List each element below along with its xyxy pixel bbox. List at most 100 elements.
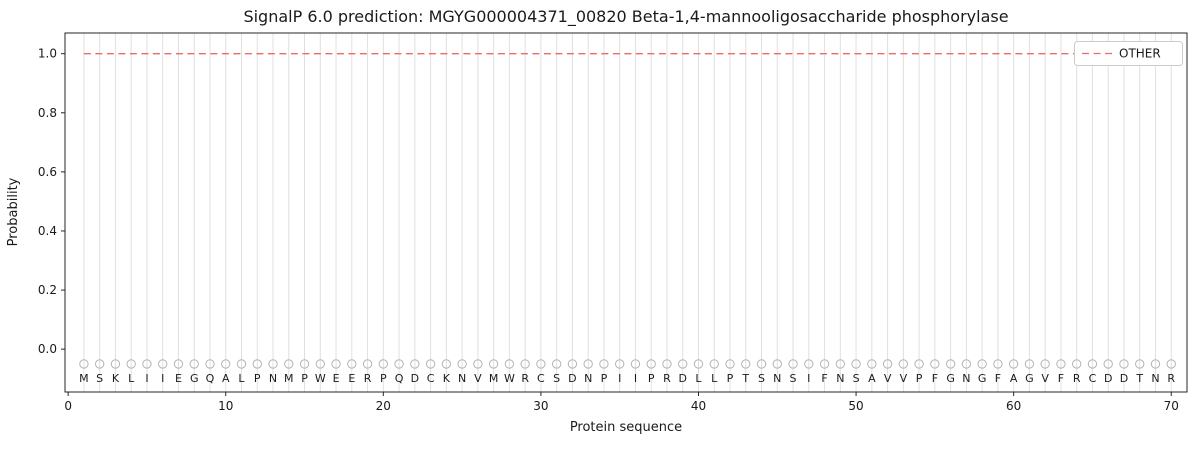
residue-letter: Q: [395, 372, 404, 385]
residue-letter: T: [741, 372, 749, 385]
residue-letter: N: [836, 372, 844, 385]
residue-letter: F: [995, 372, 1001, 385]
residue-marker: [725, 359, 735, 369]
residue-letter: P: [301, 372, 308, 385]
residue-marker: [930, 359, 940, 369]
residue-marker: [284, 359, 294, 369]
residue-letter: I: [634, 372, 637, 385]
residue-letter: D: [1120, 372, 1128, 385]
residue-letter: D: [1104, 372, 1112, 385]
legend-label: OTHER: [1119, 47, 1161, 61]
residue-letter: N: [962, 372, 970, 385]
residue-letter: Q: [206, 372, 215, 385]
y-axis-label: Probability: [6, 177, 21, 246]
y-tick-label: 0.6: [38, 165, 57, 179]
residue-letter: W: [504, 372, 515, 385]
residue-marker: [898, 359, 909, 369]
x-tick-label: 40: [691, 399, 706, 413]
residue-marker: [882, 359, 893, 369]
residue-letter: P: [727, 372, 734, 385]
residue-letter: N: [584, 372, 592, 385]
residue-marker: [819, 359, 830, 369]
y-tick-label: 0.2: [38, 283, 57, 297]
residue-letter: S: [553, 372, 560, 385]
y-tick-label: 0.8: [38, 106, 57, 120]
residue-marker: [331, 359, 341, 369]
residue-letter: R: [1167, 372, 1175, 385]
residue-letter: N: [1151, 372, 1159, 385]
residue-marker: [94, 359, 105, 369]
residue-letter: D: [568, 372, 576, 385]
residue-marker: [488, 359, 499, 369]
x-axis-ticks: 0 10 20 30 40 50 60 70: [64, 392, 1179, 413]
residue-marker: [1056, 359, 1066, 369]
residue-marker: [993, 359, 1003, 369]
residue-letter: R: [521, 372, 529, 385]
residue-marker: [378, 359, 389, 369]
residue-letter: V: [1041, 372, 1049, 385]
x-tick-label: 10: [218, 399, 233, 413]
x-tick-label: 50: [848, 399, 863, 413]
residue-marker: [126, 359, 136, 369]
residue-letter: A: [868, 372, 876, 385]
residue-letter: N: [269, 372, 277, 385]
residue-letter: I: [161, 372, 164, 385]
residue-marker: [441, 359, 452, 369]
residue-letter: G: [190, 372, 199, 385]
residue-letter: N: [458, 372, 466, 385]
residue-letter: D: [411, 372, 419, 385]
residue-marker: [79, 359, 89, 369]
residue-letter: A: [222, 372, 230, 385]
residue-marker: [1008, 359, 1019, 369]
residue-marker: [914, 359, 924, 369]
grid-lines: [83, 33, 1172, 392]
residue-marker: [347, 359, 357, 369]
residue-marker: [867, 359, 877, 369]
residue-letter: P: [916, 372, 923, 385]
residue-marker: [394, 359, 404, 369]
y-tick-label: 0.4: [38, 224, 57, 238]
residue-marker: [1024, 359, 1035, 369]
residue-marker: [1087, 359, 1098, 369]
residue-letter: C: [1089, 372, 1097, 385]
residue-letter: V: [900, 372, 908, 385]
residue-marker: [142, 359, 152, 369]
residue-marker: [772, 359, 782, 369]
residue-letter: L: [128, 372, 135, 385]
residue-letter: D: [678, 372, 686, 385]
residue-letter: G: [978, 372, 987, 385]
residue-markers: [79, 359, 1176, 369]
y-axis-ticks: 0.0 0.2 0.4 0.6 0.8 1.0: [38, 47, 65, 356]
residue-letter: F: [932, 372, 938, 385]
residue-marker: [536, 359, 546, 369]
legend: OTHER: [1074, 41, 1183, 66]
residue-letter: S: [758, 372, 765, 385]
residue-marker: [1119, 359, 1129, 369]
residue-letter: V: [474, 372, 482, 385]
residue-marker: [583, 359, 593, 369]
residue-marker: [205, 359, 215, 369]
residue-letter: A: [1010, 372, 1018, 385]
residue-letter: E: [348, 372, 355, 385]
residue-marker: [236, 359, 247, 369]
residue-marker: [1135, 359, 1145, 369]
residue-marker: [473, 359, 483, 369]
residue-letter: P: [648, 372, 655, 385]
residue-marker: [1166, 359, 1176, 369]
plot-border: [64, 32, 1188, 393]
x-axis-label: Protein sequence: [570, 420, 682, 435]
residue-letter: R: [364, 372, 372, 385]
residue-letter: I: [807, 372, 810, 385]
residue-marker: [945, 359, 956, 369]
residue-marker: [961, 359, 972, 369]
residue-marker: [457, 359, 467, 369]
residue-letter: W: [315, 372, 326, 385]
residue-marker: [173, 359, 184, 369]
residue-letter: I: [145, 372, 148, 385]
y-tick-label: 0.0: [38, 342, 57, 356]
residue-letter: E: [175, 372, 182, 385]
residue-marker: [630, 359, 641, 369]
residue-marker: [315, 359, 325, 369]
